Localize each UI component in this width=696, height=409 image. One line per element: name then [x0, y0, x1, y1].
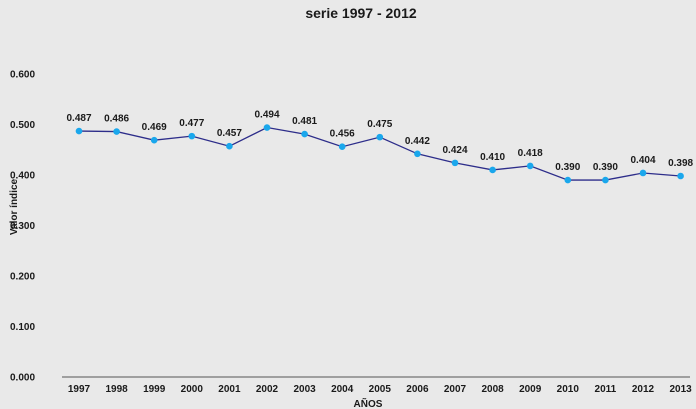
y-axis-ticks: 0.000 0.100 0.200 0.300 0.400 0.500 0.600 — [10, 70, 35, 384]
data-point — [226, 142, 233, 150]
y-tick-label: 0.300 — [10, 221, 35, 232]
x-axis-ticks: 1997 1998 1999 2000 2001 2002 2003 2004 2005 2006… — [68, 384, 692, 395]
data-label: 0.481 — [292, 116, 317, 127]
data-point — [526, 162, 534, 170]
x-tick-label: 2013 — [669, 384, 692, 395]
chart-title: serie 1997 - 2012 — [305, 5, 417, 21]
x-tick-label: 2009 — [519, 384, 542, 395]
data-point — [113, 128, 120, 135]
x-tick-label: 2001 — [218, 384, 241, 395]
x-axis-label: AÑOS — [354, 397, 383, 409]
x-tick-label: 1999 — [143, 384, 166, 395]
data-label: 0.424 — [442, 145, 467, 156]
data-label: 0.418 — [518, 148, 543, 159]
x-tick-label: 2011 — [595, 384, 617, 395]
data-point — [150, 136, 158, 144]
data-points — [75, 124, 684, 184]
data-point — [263, 124, 271, 131]
y-tick-label: 0.100 — [10, 322, 35, 333]
data-point — [639, 169, 647, 177]
x-tick-label: 2007 — [444, 384, 467, 395]
data-labels: 0.487 0.486 0.469 0.477 0.457 0.494 0.481 0.456… — [66, 110, 693, 174]
data-point — [414, 150, 421, 158]
x-tick-label: 2000 — [181, 384, 204, 395]
x-tick-label: 2005 — [369, 384, 392, 395]
x-tick-label: 2010 — [557, 384, 580, 395]
data-label: 0.486 — [104, 114, 129, 125]
y-tick-label: 0.400 — [10, 171, 35, 182]
data-label: 0.410 — [480, 152, 505, 163]
data-point — [75, 127, 83, 135]
data-label: 0.398 — [668, 158, 693, 169]
x-tick-label: 1998 — [105, 384, 128, 395]
data-point — [338, 143, 346, 151]
data-label: 0.457 — [217, 128, 242, 139]
y-axis-label: Valor índice — [9, 178, 20, 235]
data-label: 0.469 — [142, 122, 167, 133]
y-tick-label: 0.600 — [10, 70, 35, 81]
y-tick-label: 0.500 — [10, 120, 35, 131]
x-tick-label: 2004 — [331, 384, 354, 395]
x-tick-label: 2008 — [481, 384, 504, 395]
y-tick-label: 0.000 — [10, 373, 35, 384]
x-tick-label: 2006 — [406, 384, 429, 395]
data-label: 0.477 — [179, 118, 204, 129]
data-label: 0.390 — [555, 162, 580, 173]
data-label: 0.487 — [66, 113, 91, 124]
x-tick-label: 1997 — [68, 384, 91, 395]
data-point — [451, 159, 459, 167]
data-label: 0.456 — [330, 129, 355, 140]
data-point — [188, 132, 196, 140]
data-point — [602, 176, 609, 184]
data-label: 0.475 — [367, 119, 392, 130]
x-tick-label: 2012 — [632, 384, 655, 395]
x-tick-label: 2003 — [293, 384, 316, 395]
data-label: 0.494 — [254, 110, 279, 121]
data-label: 0.442 — [405, 136, 430, 147]
data-point — [376, 133, 384, 141]
data-point — [564, 176, 572, 184]
data-point — [677, 172, 684, 180]
data-point — [301, 130, 308, 138]
data-point — [489, 166, 496, 174]
x-tick-label: 2002 — [256, 384, 279, 395]
data-label: 0.390 — [593, 162, 618, 173]
y-tick-label: 0.200 — [10, 272, 35, 283]
data-label: 0.404 — [630, 155, 655, 166]
